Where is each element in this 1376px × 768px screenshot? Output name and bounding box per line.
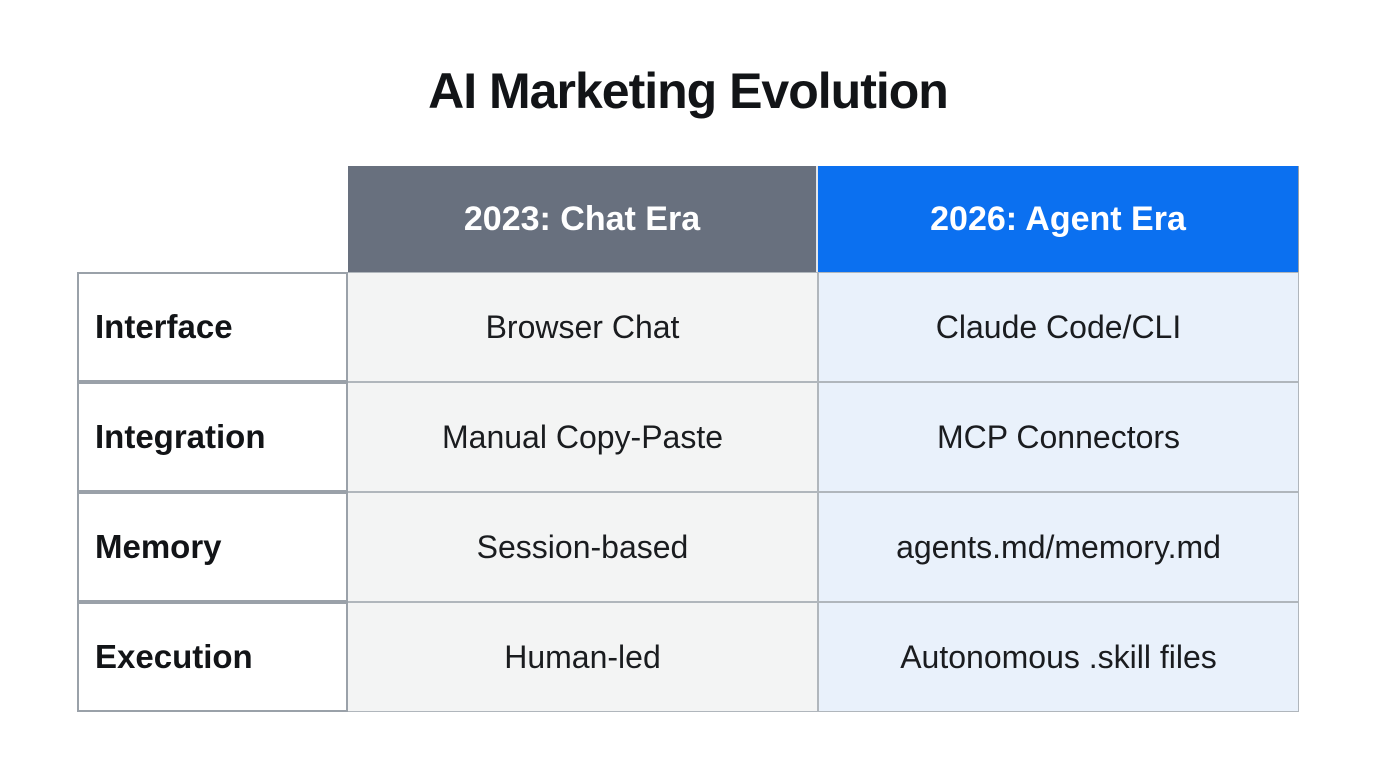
cell-integration-chat: Manual Copy-Paste — [348, 382, 818, 492]
row-label-interface: Interface — [77, 272, 348, 382]
cell-memory-agent: agents.md/memory.md — [818, 492, 1299, 602]
column-header-chat-era: 2023: Chat Era — [348, 166, 818, 272]
cell-execution-chat: Human-led — [348, 602, 818, 712]
page-title: AI Marketing Evolution — [428, 63, 949, 119]
cell-interface-chat: Browser Chat — [348, 272, 818, 382]
cell-interface-agent: Claude Code/CLI — [818, 272, 1299, 382]
comparison-table: 2023: Chat Era 2026: Agent Era Interface… — [77, 166, 1299, 712]
cell-integration-agent: MCP Connectors — [818, 382, 1299, 492]
cell-memory-chat: Session-based — [348, 492, 818, 602]
cell-execution-agent: Autonomous .skill files — [818, 602, 1299, 712]
row-label-execution: Execution — [77, 602, 348, 712]
row-label-integration: Integration — [77, 382, 348, 492]
table-corner-spacer — [77, 166, 348, 272]
row-label-memory: Memory — [77, 492, 348, 602]
column-header-agent-era: 2026: Agent Era — [818, 166, 1299, 272]
